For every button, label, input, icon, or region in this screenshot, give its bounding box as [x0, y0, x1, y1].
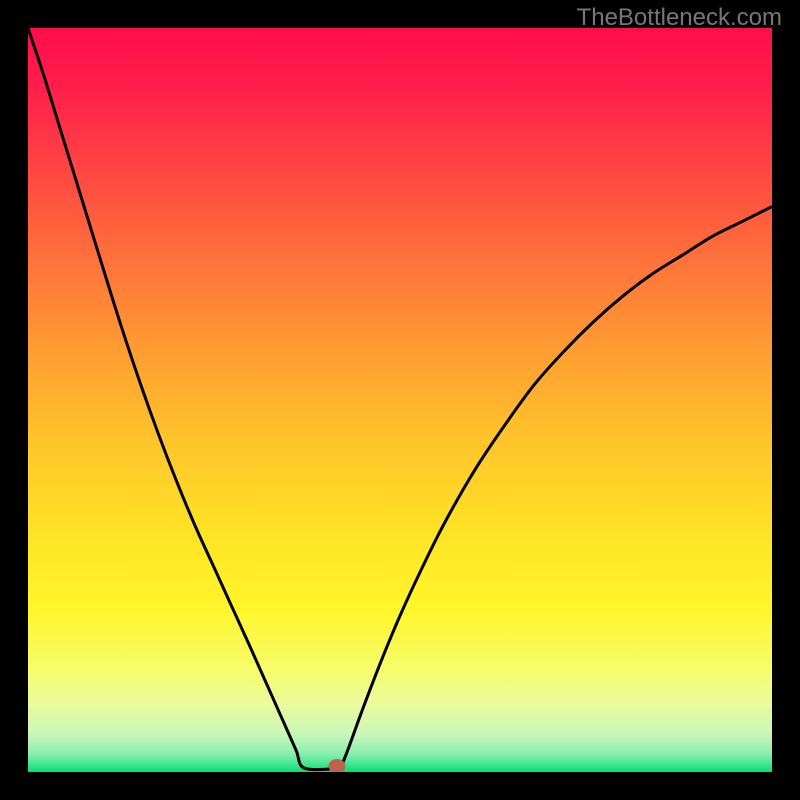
- plot-area: [28, 28, 772, 772]
- bottleneck-curve: [28, 28, 772, 772]
- optimal-point-marker: [328, 759, 345, 772]
- chart-root: TheBottleneck.com: [0, 0, 800, 800]
- watermark-text: TheBottleneck.com: [577, 4, 782, 32]
